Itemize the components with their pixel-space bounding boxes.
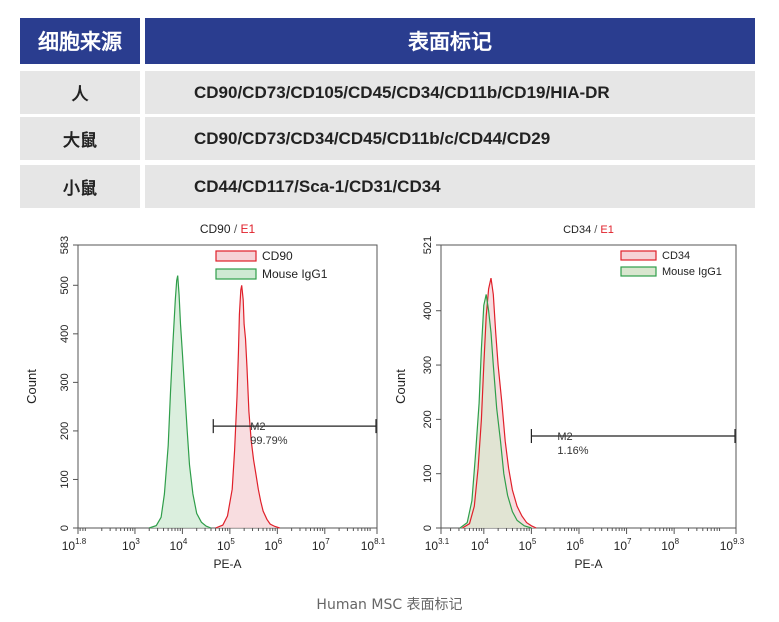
x-tick-exp: 9.3 <box>733 537 745 546</box>
x-tick-label: 108.1 <box>361 537 386 553</box>
header-cell-markers: 表面标记 <box>145 18 755 64</box>
x-tick-exp: 6 <box>579 537 584 546</box>
y-tick-label: 0 <box>59 525 71 531</box>
row-markers-rat: CD90/CD73/CD34/CD45/CD11b/c/CD44/CD29 <box>145 117 755 160</box>
title-marker: CD90 <box>200 222 234 236</box>
x-tick-base: 10 <box>518 539 532 553</box>
x-tick-base: 10 <box>264 539 278 553</box>
chart-title: CD34 / E1 <box>563 224 614 236</box>
x-tick-exp: 4 <box>484 537 489 546</box>
row-markers-mouse: CD44/CD117/Sca-1/CD31/CD34 <box>145 165 755 208</box>
x-tick-base: 10 <box>217 539 231 553</box>
row-source-mouse: 小鼠 <box>20 165 140 208</box>
legend-label-0: CD34 <box>662 250 690 262</box>
y-axis-label: Count <box>24 369 39 404</box>
x-tick-exp: 4 <box>183 537 188 546</box>
x-tick-base: 10 <box>614 539 628 553</box>
x-tick-exp: 7 <box>325 537 330 546</box>
x-tick-label: 104 <box>471 537 489 553</box>
x-tick-label: 103 <box>122 537 140 553</box>
x-tick-exp: 5 <box>230 537 235 546</box>
gate-value: 1.16% <box>557 445 588 457</box>
x-tick-label: 108 <box>661 537 679 553</box>
y-tick-label: 400 <box>422 302 434 320</box>
y-tick-label: 521 <box>422 236 434 254</box>
legend-swatch-1 <box>620 266 657 277</box>
title-sep: / <box>594 224 598 236</box>
x-tick-exp: 5 <box>532 537 537 546</box>
y-tick-label: 0 <box>422 525 434 531</box>
x-tick-exp: 3.1 <box>438 537 450 546</box>
x-tick-label: 103.1 <box>425 537 450 553</box>
row-source-rat: 大鼠 <box>20 117 140 160</box>
legend-swatch-0 <box>215 250 257 262</box>
row-source-human: 人 <box>20 71 140 114</box>
x-tick-label: 104 <box>170 537 188 553</box>
y-tick-label: 500 <box>59 276 71 294</box>
legend-label-1: Mouse IgG1 <box>662 266 722 278</box>
y-tick-label: 300 <box>59 373 71 391</box>
x-tick-label: 105 <box>518 537 536 553</box>
x-axis-label: PE-A <box>213 557 241 571</box>
x-tick-label: 106 <box>566 537 584 553</box>
row-markers-human: CD90/CD73/CD105/CD45/CD34/CD11b/CD19/HIA… <box>145 71 755 114</box>
gate-value: 99.79% <box>250 435 288 447</box>
series-fill-0 <box>215 285 280 528</box>
plot-frame <box>440 244 737 529</box>
gate-name: M2 <box>557 431 572 443</box>
x-tick-label: 107 <box>614 537 632 553</box>
legend-label-1: Mouse IgG1 <box>262 267 328 281</box>
figure-caption: Human MSC 表面标记 <box>316 597 463 613</box>
series-line-0 <box>462 277 537 529</box>
x-tick-exp: 8.1 <box>374 537 386 546</box>
x-tick-label: 106 <box>264 537 282 553</box>
x-tick-base: 10 <box>425 539 439 553</box>
x-tick-exp: 6 <box>278 537 283 546</box>
y-axis-label: Count <box>395 369 408 404</box>
series-line-0 <box>215 285 280 529</box>
y-tick-label: 200 <box>422 410 434 428</box>
x-tick-exp: 1.8 <box>75 537 87 546</box>
title-sep: / <box>234 222 238 236</box>
legend-swatch-0 <box>620 250 657 261</box>
y-tick-label: 583 <box>59 236 71 254</box>
y-tick-label: 200 <box>59 422 71 440</box>
x-tick-exp: 8 <box>675 537 680 546</box>
title-marker: CD34 <box>563 224 594 236</box>
x-tick-base: 10 <box>62 539 76 553</box>
x-tick-label: 109.3 <box>720 537 745 553</box>
legend-label-0: CD90 <box>262 249 293 263</box>
x-tick-base: 10 <box>720 539 734 553</box>
chart-title: CD90 / E1 <box>200 222 256 236</box>
x-tick-base: 10 <box>661 539 675 553</box>
x-tick-base: 10 <box>122 539 136 553</box>
x-tick-base: 10 <box>566 539 580 553</box>
title-gate: E1 <box>597 224 614 236</box>
x-tick-exp: 3 <box>135 537 140 546</box>
x-tick-base: 10 <box>170 539 184 553</box>
y-tick-label: 100 <box>59 470 71 488</box>
gate-name: M2 <box>250 421 265 433</box>
plot-frame <box>77 244 378 529</box>
title-gate: E1 <box>237 222 255 236</box>
x-axis-label: PE-A <box>574 557 602 571</box>
x-tick-label: 101.8 <box>62 537 87 553</box>
y-tick-label: 300 <box>422 356 434 374</box>
header-cell-source: 细胞来源 <box>20 18 140 64</box>
x-tick-base: 10 <box>312 539 326 553</box>
x-tick-base: 10 <box>361 539 375 553</box>
x-tick-label: 105 <box>217 537 235 553</box>
x-tick-base: 10 <box>471 539 485 553</box>
series-fill-1 <box>149 275 211 528</box>
legend-swatch-1 <box>215 268 257 280</box>
series-line-1 <box>459 294 532 529</box>
x-tick-exp: 7 <box>627 537 632 546</box>
x-tick-label: 107 <box>312 537 330 553</box>
series-line-1 <box>149 275 212 529</box>
y-tick-label: 100 <box>422 465 434 483</box>
y-tick-label: 400 <box>59 325 71 343</box>
